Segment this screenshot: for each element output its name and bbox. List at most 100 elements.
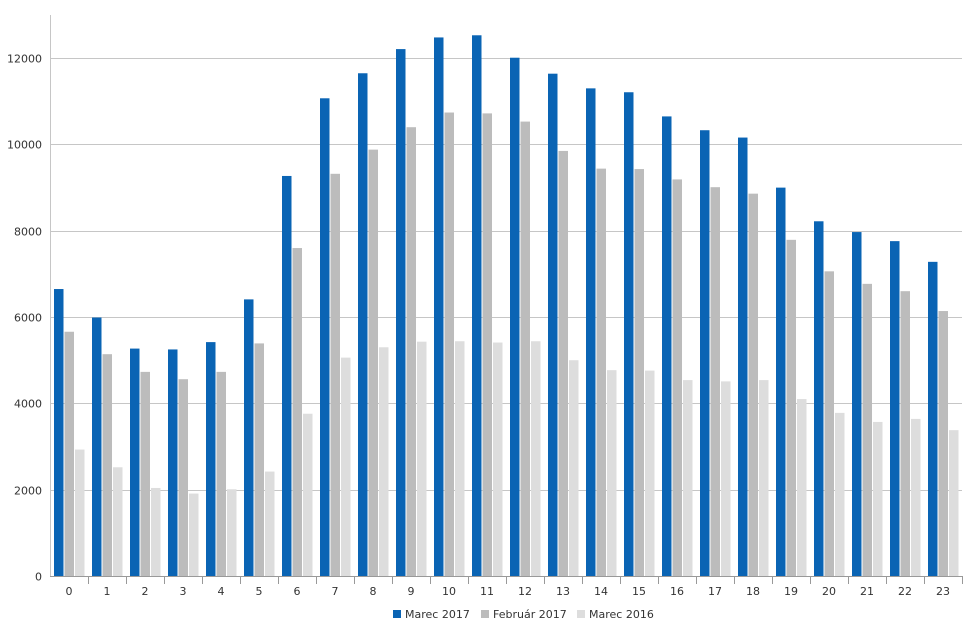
bar-február-2017-18[interactable]: Február 2017 — 18: 8860: [748, 193, 759, 576]
bar-marec-2017-17[interactable]: Marec 2017 — 17: 10330: [700, 130, 710, 576]
bar-február-2017-16[interactable]: Február 2017 — 16: 9190: [672, 179, 683, 577]
y-tick-label: 2000: [14, 485, 42, 498]
bar-marec-2017-12[interactable]: Marec 2017 — 12: 12010: [510, 57, 520, 577]
bar-február-2017-19[interactable]: Február 2017 — 19: 7790: [786, 239, 797, 576]
bar-marec-2016-0[interactable]: Marec 2016 — 0: 2930: [75, 449, 85, 576]
bar-marec-2017-23[interactable]: Marec 2017 — 23: 7280: [928, 261, 938, 576]
bar-marec-2016-13[interactable]: Marec 2016 — 13: 5000: [569, 360, 579, 576]
x-tick-label: 13: [556, 585, 570, 598]
bar-február-2017-13[interactable]: Február 2017 — 13: 9850: [558, 150, 569, 576]
bar-február-2017-6[interactable]: Február 2017 — 6: 7600: [292, 248, 303, 576]
bar-marec-2016-23[interactable]: Marec 2016 — 23: 3380: [949, 430, 959, 576]
bar-marec-2017-15[interactable]: Marec 2017 — 15: 11210: [624, 92, 634, 576]
bar-február-2017-20[interactable]: Február 2017 — 20: 7060: [824, 271, 835, 576]
bar-marec-2017-22[interactable]: Marec 2017 — 22: 7760: [890, 241, 900, 576]
y-tick-label: 10000: [7, 139, 42, 152]
legend-item-marec-2016[interactable]: Marec 2016: [577, 608, 654, 621]
bar-február-2017-22[interactable]: Február 2017 — 22: 6600: [900, 291, 911, 576]
bar-marec-2016-3[interactable]: Marec 2016 — 3: 1910: [189, 493, 199, 576]
bar-marec-2016-14[interactable]: Marec 2016 — 14: 4770: [607, 370, 617, 576]
bar-február-2017-9[interactable]: Február 2017 — 9: 10400: [406, 127, 417, 576]
bar-február-2017-5[interactable]: Február 2017 — 5: 5390: [254, 343, 265, 576]
bar-marec-2016-6[interactable]: Marec 2016 — 6: 3760: [303, 413, 313, 576]
y-tick-label: 4000: [14, 398, 42, 411]
bar-marec-2017-6[interactable]: Marec 2017 — 6: 9270: [282, 175, 292, 576]
bar-marec-2016-11[interactable]: Marec 2016 — 11: 5410: [493, 342, 503, 576]
bar-marec-2016-17[interactable]: Marec 2016 — 17: 4510: [721, 381, 731, 576]
bar-február-2017-15[interactable]: Február 2017 — 15: 9430: [634, 169, 645, 576]
x-tick-label: 10: [442, 585, 456, 598]
bar-marec-2017-19[interactable]: Marec 2017 — 19: 9000: [776, 187, 786, 576]
bar-február-2017-7[interactable]: Február 2017 — 7: 9320: [330, 173, 341, 576]
bar-marec-2017-2[interactable]: Marec 2017 — 2: 5270: [130, 348, 140, 576]
bar-marec-2016-1[interactable]: Marec 2016 — 1: 2520: [113, 467, 123, 576]
bar-marec-2016-19[interactable]: Marec 2016 — 19: 4100: [797, 399, 807, 576]
bar-marec-2017-16[interactable]: Marec 2017 — 16: 10650: [662, 116, 672, 576]
bar-marec-2017-8[interactable]: Marec 2017 — 8: 11650: [358, 73, 368, 576]
legend-swatch: [393, 610, 401, 618]
bar-február-2017-23[interactable]: Február 2017 — 23: 6140: [938, 311, 949, 576]
x-tick-label: 6: [294, 585, 301, 598]
y-tick-label: 12000: [7, 53, 42, 66]
bar-marec-2017-18[interactable]: Marec 2017 — 18: 10160: [738, 137, 748, 576]
bar-marec-2017-1[interactable]: Marec 2017 — 1: 5990: [92, 317, 102, 576]
bar-marec-2016-2[interactable]: Marec 2016 — 2: 2040: [151, 487, 161, 576]
x-tick-label: 14: [594, 585, 608, 598]
x-tick-label: 4: [218, 585, 225, 598]
bar-február-2017-11[interactable]: Február 2017 — 11: 10720: [482, 113, 493, 576]
legend[interactable]: Marec 2017 Február 2017 Marec 2016: [393, 608, 654, 621]
bar-marec-2017-9[interactable]: Marec 2017 — 9: 12210: [396, 49, 406, 576]
x-tick-label: 15: [632, 585, 646, 598]
bar-február-2017-2[interactable]: Február 2017 — 2: 4730: [140, 371, 151, 576]
bar-marec-2016-7[interactable]: Marec 2016 — 7: 5060: [341, 357, 351, 576]
x-tick-label: 16: [670, 585, 684, 598]
bar-marec-2017-5[interactable]: Marec 2017 — 5: 6410: [244, 299, 254, 576]
bar-marec-2017-3[interactable]: Marec 2017 — 3: 5250: [168, 349, 178, 576]
legend-swatch: [481, 610, 489, 618]
bar-február-2017-1[interactable]: Február 2017 — 1: 5140: [102, 354, 113, 576]
bar-marec-2017-13[interactable]: Marec 2017 — 13: 11640: [548, 73, 558, 576]
bar-február-2017-8[interactable]: Február 2017 — 8: 9880: [368, 149, 379, 576]
bar-marec-2016-8[interactable]: Marec 2016 — 8: 5300: [379, 347, 389, 576]
bar-marec-2016-15[interactable]: Marec 2016 — 15: 4760: [645, 370, 655, 576]
legend-label: Marec 2017: [405, 608, 470, 621]
x-tick-label: 19: [784, 585, 798, 598]
bar-marec-2017-14[interactable]: Marec 2017 — 14: 11300: [586, 88, 596, 577]
bar-marec-2016-16[interactable]: Marec 2016 — 16: 4540: [683, 380, 693, 576]
bar-marec-2017-4[interactable]: Marec 2017 — 4: 5420: [206, 342, 216, 576]
bar-február-2017-3[interactable]: Február 2017 — 3: 4560: [178, 379, 189, 576]
bar-marec-2016-20[interactable]: Marec 2016 — 20: 3780: [835, 412, 845, 576]
bar-marec-2016-18[interactable]: Marec 2016 — 18: 4540: [759, 380, 769, 576]
bar-marec-2016-21[interactable]: Marec 2016 — 21: 3570: [873, 421, 883, 576]
bar-marec-2017-10[interactable]: Marec 2017 — 10: 12480: [434, 37, 444, 576]
x-tick-label: 11: [480, 585, 494, 598]
bar-marec-2016-9[interactable]: Marec 2016 — 9: 5430: [417, 341, 427, 576]
legend-item-február-2017[interactable]: Február 2017: [481, 608, 567, 621]
bars: Marec 2017 — 0: 6650Február 2017 — 0: 56…: [54, 35, 959, 577]
bar-február-2017-12[interactable]: Február 2017 — 12: 10530: [520, 121, 531, 576]
x-tick-label: 18: [746, 585, 760, 598]
x-tick-label: 7: [332, 585, 339, 598]
bar-marec-2016-22[interactable]: Marec 2016 — 22: 3640: [911, 418, 921, 576]
bar-marec-2017-21[interactable]: Marec 2017 — 21: 7970: [852, 232, 862, 576]
bar-február-2017-14[interactable]: Február 2017 — 14: 9440: [596, 168, 607, 576]
bar-február-2017-10[interactable]: Február 2017 — 10: 10740: [444, 112, 455, 576]
x-tick-label: 20: [822, 585, 836, 598]
bar-marec-2016-10[interactable]: Marec 2016 — 10: 5440: [455, 341, 465, 576]
bar-marec-2017-0[interactable]: Marec 2017 — 0: 6650: [54, 289, 64, 576]
bar-február-2017-21[interactable]: Február 2017 — 21: 6770: [862, 283, 873, 576]
y-tick-label: 8000: [14, 226, 42, 239]
bar-marec-2017-7[interactable]: Marec 2017 — 7: 11070: [320, 98, 330, 576]
bar-marec-2017-11[interactable]: Marec 2017 — 11: 12530: [472, 35, 482, 576]
bar-marec-2016-12[interactable]: Marec 2016 — 12: 5440: [531, 341, 541, 576]
bar-február-2017-17[interactable]: Február 2017 — 17: 9010: [710, 187, 721, 576]
bar-marec-2016-5[interactable]: Marec 2016 — 5: 2420: [265, 471, 275, 576]
bar-marec-2016-4[interactable]: Marec 2016 — 4: 2010: [227, 489, 237, 576]
x-tick-label: 12: [518, 585, 532, 598]
bar-február-2017-0[interactable]: Február 2017 — 0: 5660: [64, 331, 75, 576]
bar-marec-2017-20[interactable]: Marec 2017 — 20: 8220: [814, 221, 824, 576]
bar-február-2017-4[interactable]: Február 2017 — 4: 4730: [216, 371, 227, 576]
gridlines: [50, 58, 962, 491]
legend-item-marec-2017[interactable]: Marec 2017: [393, 608, 470, 621]
